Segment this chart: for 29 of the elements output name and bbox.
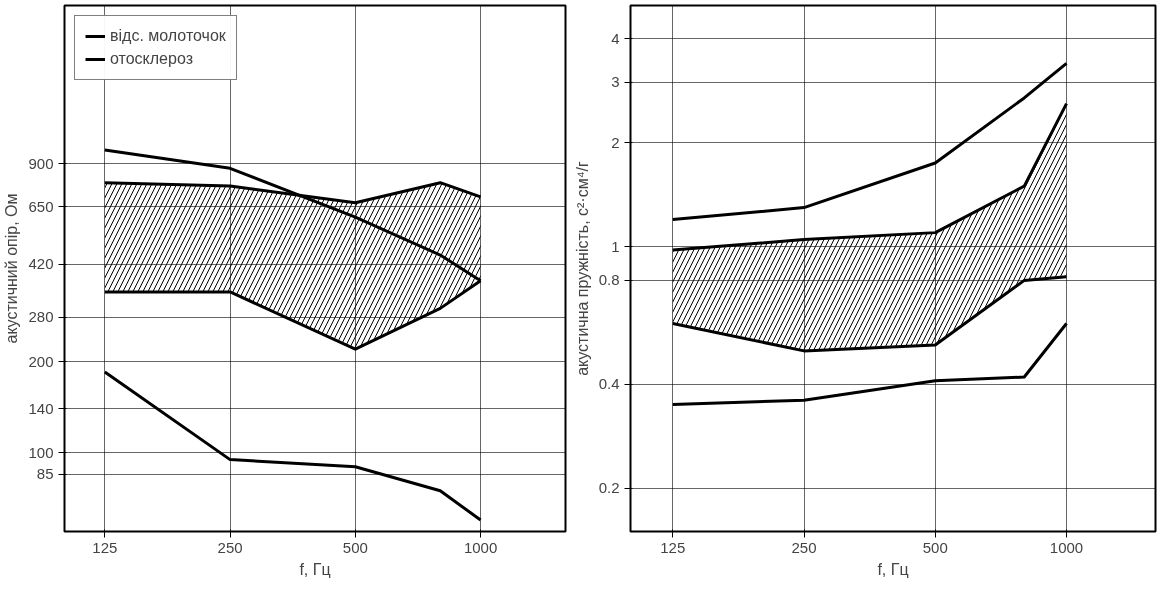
x-tick-label: 1000 xyxy=(463,538,498,556)
y-tick-label: 4 xyxy=(611,29,620,47)
y-tick-label: 650 xyxy=(28,197,54,215)
x-tick-label: 250 xyxy=(791,538,817,556)
y-tick-label: 3 xyxy=(611,73,620,91)
y-tick-label: 0.2 xyxy=(598,479,620,497)
x-tick-label: 125 xyxy=(660,538,686,556)
y-axis-title: акустична пружність, с²·см⁴/г xyxy=(573,160,591,376)
y-tick-label: 900 xyxy=(28,154,54,172)
y-tick-label: 2 xyxy=(611,133,620,151)
y-tick-label: 280 xyxy=(28,308,54,326)
x-axis-title: f, Гц xyxy=(877,560,909,578)
y-axis-title: акустичний опір, Ом xyxy=(3,193,21,344)
legend-label: відс. молоточок xyxy=(110,27,226,45)
y-tick-label: 0.8 xyxy=(598,271,620,289)
y-tick-label: 1 xyxy=(611,237,620,255)
x-tick-label: 1000 xyxy=(1049,538,1084,556)
y-tick-label: 100 xyxy=(28,443,54,461)
y-tick-label: 200 xyxy=(28,352,54,370)
y-tick-label: 85 xyxy=(36,465,54,483)
y-tick-label: 140 xyxy=(28,399,54,417)
legend-label: отосклероз xyxy=(110,50,193,68)
y-tick-label: 420 xyxy=(28,255,54,273)
x-axis-title: f, Гц xyxy=(299,560,331,578)
x-tick-label: 500 xyxy=(922,538,948,556)
x-tick-label: 125 xyxy=(92,538,118,556)
x-tick-label: 500 xyxy=(342,538,368,556)
x-tick-label: 250 xyxy=(217,538,243,556)
y-tick-label: 0.4 xyxy=(598,375,620,393)
